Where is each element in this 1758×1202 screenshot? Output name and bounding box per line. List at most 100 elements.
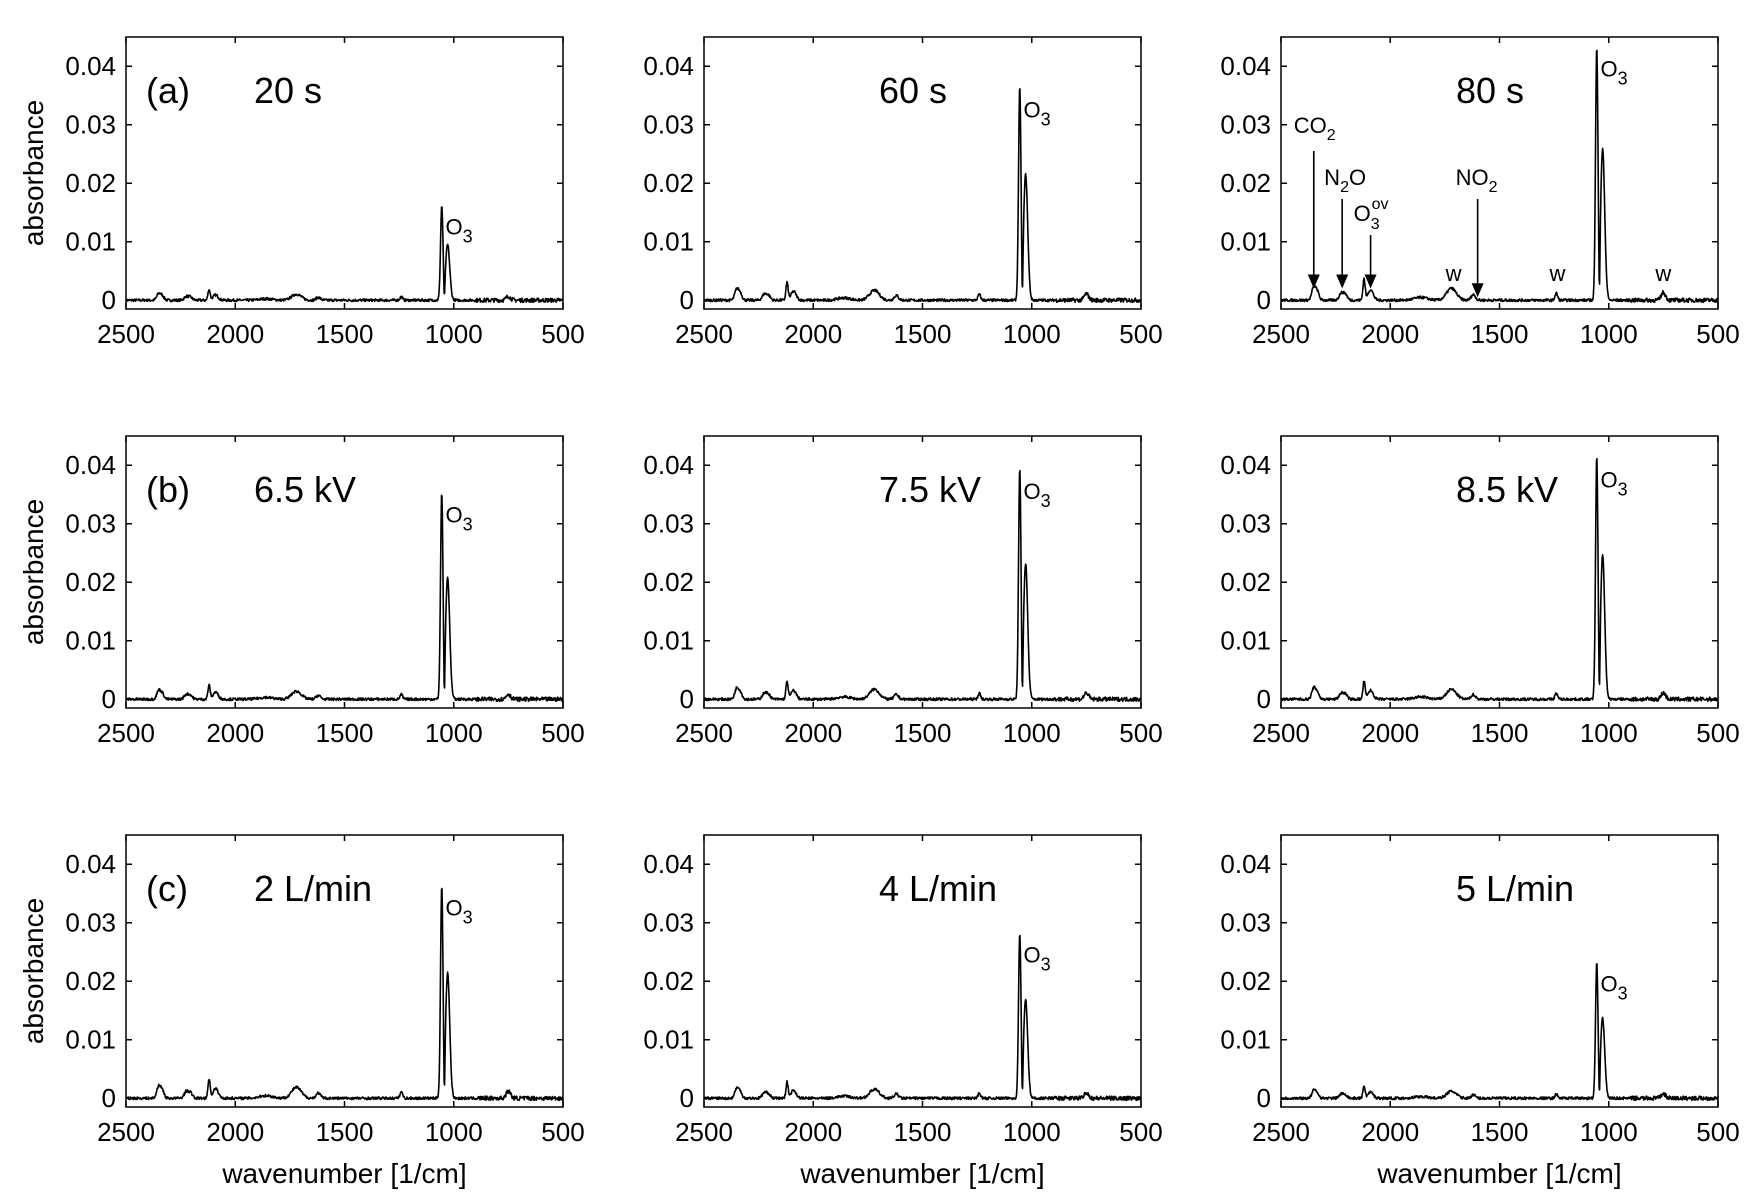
y-tick-label: 0	[1257, 285, 1271, 315]
x-tick-label: 1000	[1580, 319, 1638, 349]
y-axis-label: absorbance	[18, 898, 49, 1044]
y-tick-label: 0.01	[65, 626, 116, 656]
x-tick-label: 500	[1696, 718, 1739, 748]
annotation-water: w	[1548, 261, 1565, 286]
y-tick-label: 0.03	[1220, 509, 1271, 539]
x-tick-label: 1000	[425, 319, 483, 349]
x-tick-label: 2000	[784, 1117, 842, 1147]
peak-label-o3: O3	[1600, 972, 1627, 1004]
row-label: (a)	[146, 70, 190, 111]
series-line	[703, 934, 1142, 1102]
x-tick-label: 2000	[206, 319, 264, 349]
series-line	[125, 494, 564, 703]
x-tick-label: 500	[1119, 718, 1162, 748]
condition-label: 60 s	[879, 70, 947, 111]
annotation-n2o: N2O	[1324, 165, 1366, 196]
x-tick-label: 2500	[97, 718, 155, 748]
panel-2: 2500 2000 1500 1000 500 0 0.01 0.02 0.03 0.04 60 s…	[643, 36, 1163, 349]
y-tick-label: 0.01	[1220, 1025, 1271, 1055]
peak-label-o3: O3	[1600, 467, 1627, 499]
condition-label: 80 s	[1456, 70, 1524, 111]
y-tick-label: 0.04	[643, 450, 694, 480]
y-tick-label: 0.02	[643, 168, 694, 198]
y-axis-label: absorbance	[18, 100, 49, 246]
x-tick-label: 1500	[316, 1117, 374, 1147]
y-tick-label: 0.04	[1220, 51, 1271, 81]
y-tick-label: 0	[1257, 1083, 1271, 1113]
n2o-arrow-head	[1336, 274, 1349, 289]
row-label: (b)	[146, 469, 190, 510]
no2-arrow-head	[1471, 283, 1484, 298]
y-tick-label: 0	[102, 1083, 116, 1113]
x-tick-label: 1000	[1580, 1117, 1638, 1147]
y-tick-label: 0.02	[1220, 966, 1271, 996]
condition-label: 4 L/min	[879, 868, 997, 909]
x-tick-label: 2500	[97, 319, 155, 349]
x-tick-label: 2000	[784, 319, 842, 349]
x-tick-label: 500	[541, 319, 584, 349]
panel-8: 2500 2000 1500 1000 500 0 0.01 0.02 0.03 0.04 wave…	[643, 834, 1163, 1189]
condition-label: 7.5 kV	[879, 469, 981, 510]
y-tick-label: 0.03	[65, 908, 116, 938]
annotation-o3ov: O3ov	[1354, 196, 1389, 233]
y-tick-label: 0.03	[1220, 908, 1271, 938]
y-tick-label: 0	[102, 684, 116, 714]
condition-label: 8.5 kV	[1456, 469, 1558, 510]
y-tick-label: 0	[680, 684, 694, 714]
x-tick-label: 1000	[1003, 718, 1061, 748]
y-tick-label: 0.03	[643, 509, 694, 539]
peak-label-o3: O3	[445, 896, 472, 928]
x-tick-label: 500	[541, 1117, 584, 1147]
series-line	[703, 88, 1142, 304]
y-tick-label: 0.04	[643, 849, 694, 879]
x-tick-label: 2500	[675, 718, 733, 748]
x-tick-label: 2500	[675, 319, 733, 349]
series-line	[703, 469, 1142, 703]
y-tick-label: 0.02	[65, 966, 116, 996]
series-line	[125, 887, 564, 1102]
panel-6: 2500 2000 1500 1000 500 0 0.01 0.02 0.03 0.04 8.5 …	[1220, 435, 1740, 748]
x-tick-label: 500	[1119, 319, 1162, 349]
y-tick-label: 0.01	[643, 227, 694, 257]
peak-label-o3: O3	[1023, 942, 1050, 974]
panel-7: 2500 2000 1500 1000 500 0 0.01 0.02 0.03 0.04 abso…	[18, 834, 585, 1189]
x-tick-label: 2000	[784, 718, 842, 748]
x-tick-label: 500	[541, 718, 584, 748]
x-tick-label: 1500	[1471, 319, 1529, 349]
peak-label-o3: O3	[445, 215, 472, 247]
condition-label: 5 L/min	[1456, 868, 1574, 909]
x-tick-label: 1500	[316, 718, 374, 748]
x-tick-label: 2000	[206, 1117, 264, 1147]
series-line	[1280, 49, 1719, 304]
y-tick-label: 0.04	[1220, 450, 1271, 480]
x-tick-label: 2000	[1361, 1117, 1419, 1147]
x-tick-label: 1500	[894, 1117, 952, 1147]
y-tick-label: 0	[102, 285, 116, 315]
x-tick-label: 2000	[1361, 718, 1419, 748]
y-tick-label: 0.01	[1220, 227, 1271, 257]
y-tick-label: 0.04	[643, 51, 694, 81]
x-tick-label: 2500	[97, 1117, 155, 1147]
x-tick-label: 2000	[206, 718, 264, 748]
y-tick-label: 0.01	[643, 626, 694, 656]
panel-9: 2500 2000 1500 1000 500 0 0.01 0.02 0.03 0.04 wave…	[1220, 834, 1740, 1189]
y-tick-label: 0	[680, 1083, 694, 1113]
plot-frame	[125, 36, 564, 310]
x-tick-label: 2500	[1252, 319, 1310, 349]
y-tick-label: 0	[1257, 684, 1271, 714]
co2-arrow-head	[1307, 274, 1320, 289]
y-tick-label: 0.01	[65, 227, 116, 257]
y-tick-label: 0.03	[643, 908, 694, 938]
y-tick-label: 0.02	[1220, 168, 1271, 198]
condition-label: 6.5 kV	[254, 469, 356, 510]
peak-label-o3: O3	[445, 502, 472, 534]
annotation-co2: CO2	[1294, 113, 1336, 144]
x-tick-label: 500	[1696, 319, 1739, 349]
series-line	[1280, 458, 1719, 703]
condition-label: 20 s	[254, 70, 322, 111]
y-tick-label: 0.04	[65, 51, 116, 81]
o3ov-arrow-head	[1364, 274, 1377, 289]
y-tick-label: 0.03	[643, 110, 694, 140]
y-tick-label: 0	[680, 285, 694, 315]
y-tick-label: 0.04	[65, 450, 116, 480]
